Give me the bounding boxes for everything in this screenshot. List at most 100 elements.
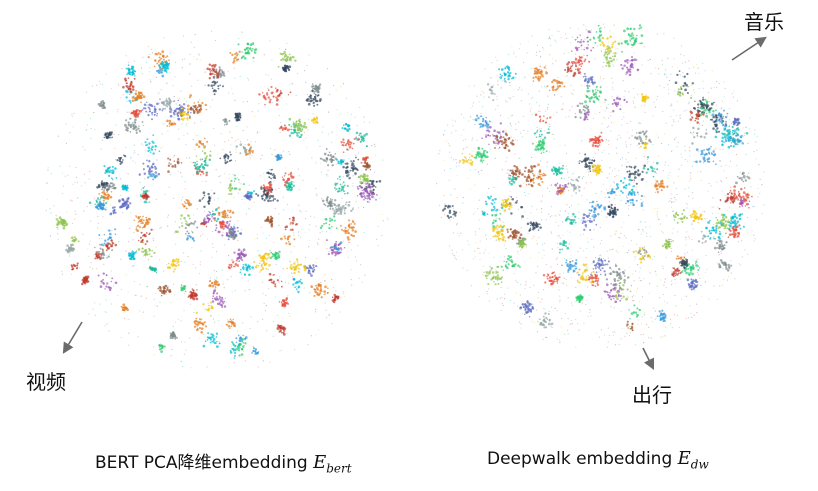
embedding-point [70,248,73,250]
embedding-point [320,224,324,227]
embedding-point [236,125,238,127]
embedding-point [208,158,212,161]
embedding-point [319,292,322,295]
embedding-point [114,228,117,231]
embedding-point [100,243,104,246]
embedding-point [228,223,231,225]
embedding-point [222,283,224,285]
embedding-point [235,259,238,262]
embedding-point [601,210,603,212]
embedding-point [244,195,248,198]
embedding-point [679,117,681,119]
embedding-point [125,202,128,205]
embedding-point [236,177,239,179]
embedding-point [367,197,369,200]
embedding-point [164,108,166,110]
embedding-point [253,48,256,51]
embedding-point [104,288,106,290]
embedding-point [355,137,358,139]
embedding-point [234,235,237,238]
embedding-point [178,226,181,229]
embedding-point [309,272,312,275]
embedding-point [245,148,248,151]
embedding-point [120,161,124,164]
embedding-point [684,150,687,152]
embedding-point [214,209,217,212]
embedding-point [214,286,217,289]
embedding-point [326,201,329,203]
embedding-point [504,298,506,300]
embedding-point [189,297,192,300]
embedding-point [97,102,101,106]
embedding-point [551,248,553,250]
embedding-point [122,202,125,204]
embedding-point [167,262,170,265]
embedding-point [327,253,330,256]
embedding-point [137,221,140,223]
embedding-point [294,348,296,351]
embedding-point [313,288,316,290]
embedding-point [495,56,497,58]
embedding-point [249,146,253,149]
embedding-point [200,327,204,331]
embedding-point [541,151,543,153]
embedding-point [255,141,257,143]
embedding-point [611,248,613,250]
embedding-point [148,249,152,252]
embedding-point [90,220,92,222]
embedding-point [350,164,354,167]
embedding-point [346,177,348,179]
embedding-point [309,94,313,97]
embedding-point [226,279,229,281]
embedding-point [103,134,105,136]
embedding-point [195,267,197,269]
embedding-point [519,294,521,296]
embedding-point [240,268,242,271]
embedding-point [128,111,130,113]
embedding-point [698,274,700,276]
embedding-point [105,197,108,200]
embedding-point [49,235,52,237]
embedding-point [581,302,583,304]
embedding-point [460,113,462,115]
embedding-point [306,146,308,148]
embedding-point [154,176,157,179]
embedding-point [266,191,270,195]
embedding-point [313,294,316,297]
embedding-point [273,198,275,200]
embedding-point [669,172,671,174]
embedding-point [209,73,212,76]
embedding-point [146,285,148,287]
embedding-point [62,192,64,195]
embedding-point [666,302,668,304]
embedding-point [654,191,657,193]
embedding-point [324,217,328,221]
embedding-point [70,243,73,247]
embedding-point [207,84,210,87]
embedding-point [128,191,130,193]
embedding-point [154,148,157,151]
embedding-point [233,233,236,236]
embedding-point [347,229,349,231]
embedding-point [97,197,99,200]
embedding-point [128,241,130,243]
embedding-point [103,242,106,245]
embedding-point [99,83,101,85]
embedding-point [124,205,127,207]
embedding-point [210,220,213,222]
embedding-point [50,173,52,175]
embedding-point [291,272,293,274]
embedding-point [567,333,569,335]
embedding-point [458,162,460,164]
embedding-point [641,316,644,318]
embedding-point [333,212,336,215]
embedding-point [548,213,550,215]
embedding-point [165,56,167,59]
embedding-point [70,264,73,266]
embedding-point [146,194,149,198]
embedding-point [147,268,149,270]
embedding-point [225,221,229,224]
embedding-point [346,148,349,151]
embedding-point [138,125,140,127]
embedding-point [131,88,135,91]
